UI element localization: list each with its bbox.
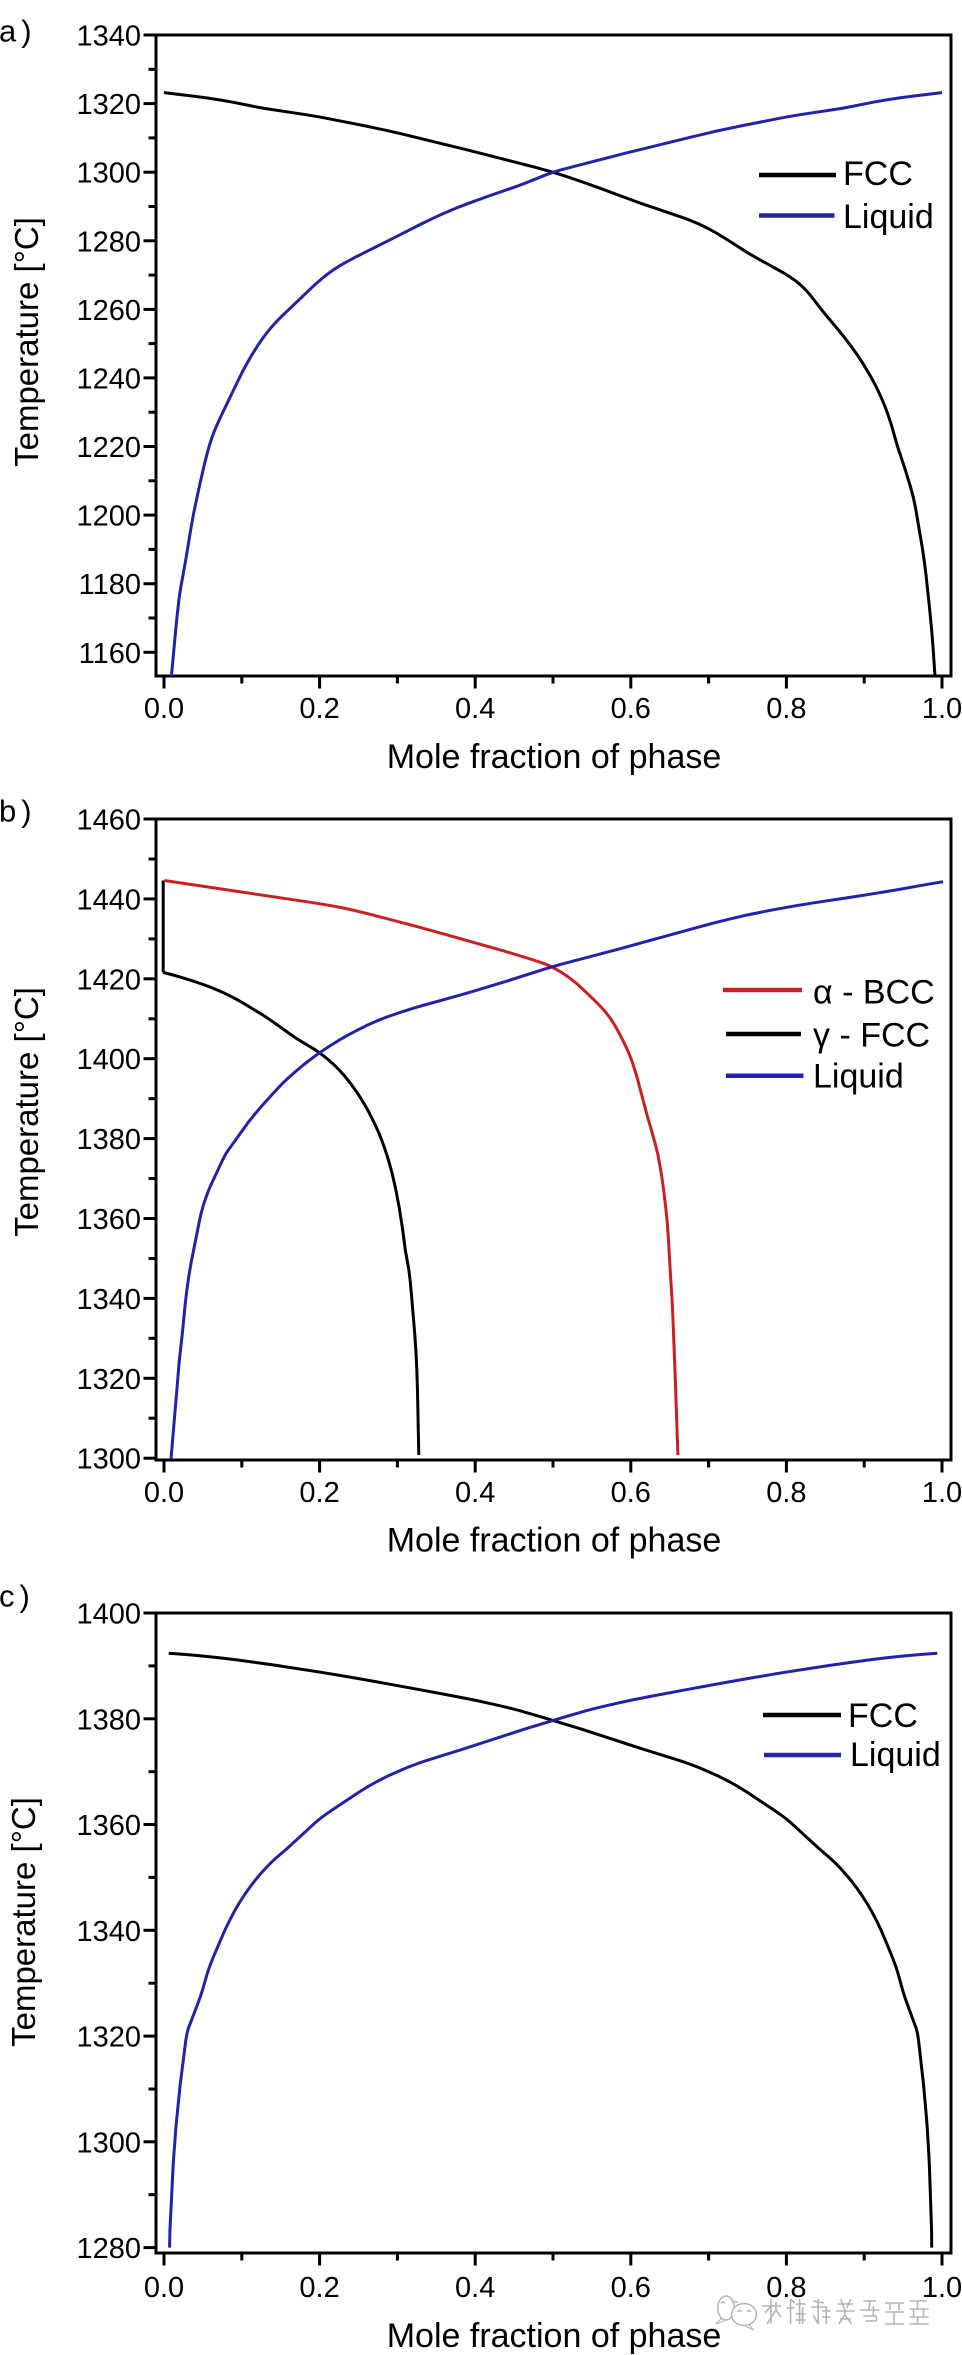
svg-text:1420: 1420 — [76, 964, 141, 996]
svg-text:FCC: FCC — [843, 155, 913, 193]
svg-text:Liquid: Liquid — [843, 198, 934, 236]
svg-text:0.8: 0.8 — [766, 1477, 806, 1509]
svg-text:0.8: 0.8 — [766, 2272, 806, 2304]
svg-text:1320: 1320 — [76, 2022, 141, 2054]
svg-text:0.8: 0.8 — [766, 693, 806, 725]
svg-text:Temperature [°C]: Temperature [°C] — [8, 987, 45, 1237]
svg-text:0.4: 0.4 — [455, 693, 495, 725]
svg-text:0.4: 0.4 — [455, 1477, 495, 1509]
svg-text:1300: 1300 — [76, 2127, 141, 2159]
svg-text:0.0: 0.0 — [144, 1477, 184, 1509]
svg-text:Mole fraction of phase: Mole fraction of phase — [387, 1522, 722, 1560]
svg-text:Mole fraction of phase: Mole fraction of phase — [387, 738, 722, 776]
svg-text:1300: 1300 — [76, 158, 141, 190]
svg-text:1280: 1280 — [76, 2233, 141, 2265]
svg-text:1160: 1160 — [79, 638, 141, 670]
svg-text:0.4: 0.4 — [455, 2272, 495, 2304]
svg-text:1280: 1280 — [76, 226, 141, 258]
svg-text:1220: 1220 — [76, 432, 141, 464]
svg-text:Mole fraction of phase: Mole fraction of phase — [387, 2317, 722, 2355]
svg-text:γ - FCC: γ - FCC — [813, 1017, 930, 1055]
svg-text:a): a) — [0, 14, 37, 49]
svg-text:0.6: 0.6 — [611, 693, 651, 725]
svg-text:1180: 1180 — [79, 569, 141, 601]
svg-text:b): b) — [0, 794, 37, 829]
svg-text:1320: 1320 — [76, 1364, 141, 1396]
svg-text:FCC: FCC — [848, 1697, 918, 1735]
svg-text:1200: 1200 — [76, 501, 141, 533]
svg-text:1300: 1300 — [76, 1444, 141, 1476]
svg-text:1440: 1440 — [76, 884, 141, 916]
svg-text:Liquid: Liquid — [850, 1736, 941, 1774]
svg-text:1400: 1400 — [76, 1044, 141, 1076]
svg-text:1380: 1380 — [76, 1704, 141, 1736]
svg-text:1360: 1360 — [76, 1810, 141, 1842]
svg-text:0.6: 0.6 — [611, 2272, 651, 2304]
svg-text:0.6: 0.6 — [611, 1477, 651, 1509]
svg-text:1380: 1380 — [76, 1124, 141, 1156]
svg-text:1340: 1340 — [76, 1916, 141, 1948]
svg-text:0.2: 0.2 — [299, 2272, 339, 2304]
svg-text:1320: 1320 — [76, 89, 141, 121]
svg-text:0.0: 0.0 — [144, 2272, 184, 2304]
svg-text:Temperature [°C]: Temperature [°C] — [8, 217, 45, 467]
svg-text:1.0: 1.0 — [922, 2272, 962, 2304]
svg-text:0.2: 0.2 — [299, 693, 339, 725]
svg-text:1.0: 1.0 — [922, 1477, 962, 1509]
svg-text:0.0: 0.0 — [144, 693, 184, 725]
svg-text:1260: 1260 — [76, 295, 141, 327]
svg-text:1340: 1340 — [76, 1284, 141, 1316]
svg-text:1240: 1240 — [76, 363, 141, 395]
svg-text:Liquid: Liquid — [813, 1058, 904, 1096]
svg-text:0.2: 0.2 — [299, 1477, 339, 1509]
svg-text:1.0: 1.0 — [922, 693, 962, 725]
svg-text:Temperature [°C]: Temperature [°C] — [5, 1797, 42, 2047]
svg-text:α - BCC: α - BCC — [813, 974, 935, 1012]
svg-text:1400: 1400 — [76, 1599, 141, 1631]
svg-text:c): c) — [0, 1579, 35, 1614]
svg-text:1460: 1460 — [76, 805, 141, 837]
svg-text:1340: 1340 — [76, 21, 141, 53]
svg-text:1360: 1360 — [76, 1204, 141, 1236]
